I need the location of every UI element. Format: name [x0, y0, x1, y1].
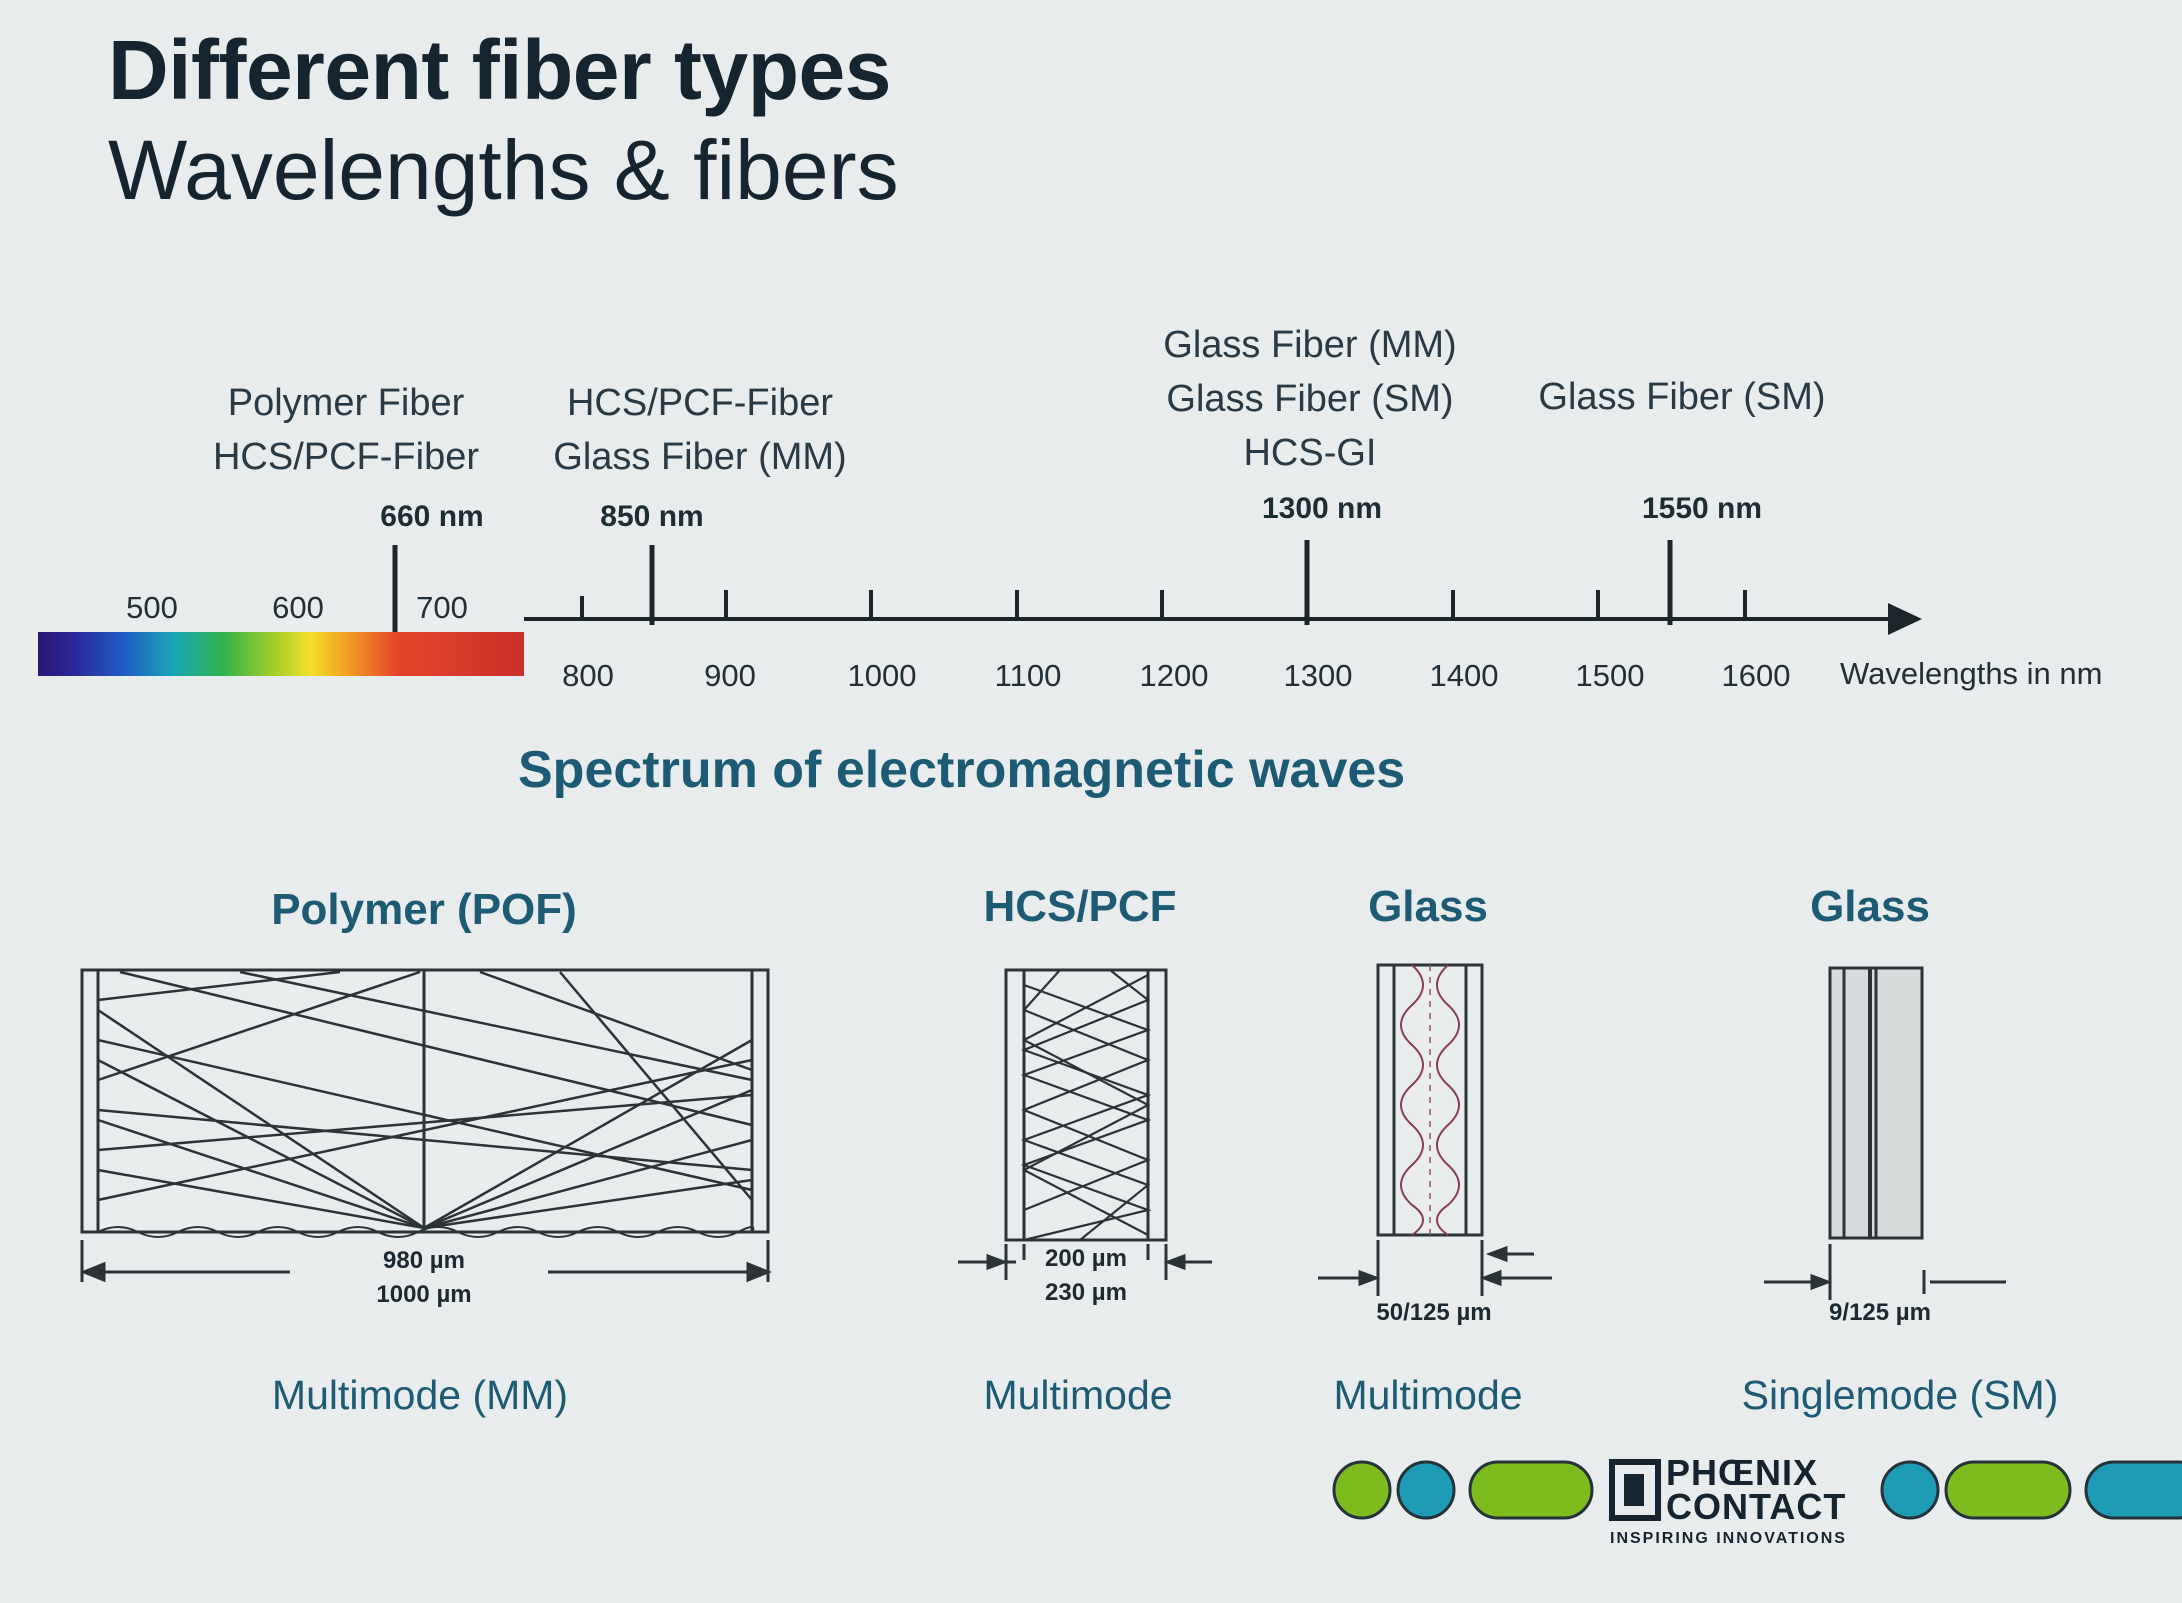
- fiber-label: Glass Fiber (MM): [1163, 324, 1457, 366]
- fiber-label: Polymer Fiber: [227, 382, 465, 424]
- tick-label: 600: [272, 590, 324, 625]
- brand-dot-green: [1332, 1460, 1392, 1520]
- fiber-label: HCS/PCF-Fiber: [566, 382, 834, 424]
- tick-label: 500: [126, 590, 178, 625]
- wavelength-marker-1300: 1300 nm: [1261, 492, 1383, 525]
- dimension-value: 200 µm: [1045, 1245, 1127, 1272]
- fiber-group-1300: Glass Fiber (MM) Glass Fiber (SM) HCS-GI: [1163, 318, 1456, 480]
- logo-tagline: INSPIRING INNOVATIONS: [1610, 1530, 1847, 1547]
- brand-pill-blue: [2084, 1460, 2182, 1520]
- fiber-label: Glass Fiber (MM): [553, 436, 847, 478]
- tick-label: 1500: [1575, 658, 1645, 693]
- spectrum-axis: [38, 540, 1922, 676]
- logo-line: PHŒNIX: [1666, 1452, 1819, 1493]
- dimension-value: 230 µm: [1045, 1279, 1127, 1306]
- glass-multimode-diagram: [1318, 963, 1552, 1296]
- fiber-label: HCS/PCF-Fiber: [212, 436, 480, 478]
- tick-label: 1200: [1139, 658, 1209, 693]
- logo-mark: [1609, 1459, 1661, 1521]
- dimension-value: 50/125 µm: [1376, 1299, 1492, 1326]
- axis-title: Wavelengths in nm: [1840, 656, 2103, 691]
- logo-line: CONTACT: [1666, 1486, 1847, 1527]
- visible-spectrum-bar: [38, 632, 524, 676]
- panel-title-hcs: HCS/PCF: [983, 882, 1177, 931]
- tick-label: 1300: [1283, 658, 1353, 693]
- tick-label: 1600: [1721, 658, 1791, 693]
- dimension-label-glass-mm: 50/125 µm: [1376, 1296, 1491, 1330]
- wavelength-marker-1550: 1550 nm: [1641, 492, 1763, 525]
- brand-dot-blue: [1880, 1460, 1940, 1520]
- company-logo: PHŒNIX CONTACT: [1666, 1452, 1847, 1527]
- wavelength-marker-850: 850 nm: [600, 500, 704, 533]
- wavelength-marker-660: 660 nm: [380, 500, 484, 533]
- fiber-label: Glass Fiber (SM): [1166, 378, 1454, 420]
- polymer-fiber-diagram: [79, 968, 773, 1283]
- tick-label: 900: [704, 658, 756, 693]
- fiber-group-1550: Glass Fiber (SM): [1538, 370, 1825, 424]
- dimension-label-glass-sm: 9/125 µm: [1829, 1296, 1931, 1330]
- hcs-fiber-diagram: [958, 968, 1212, 1280]
- dimension-value: 9/125 µm: [1829, 1299, 1931, 1326]
- panel-title-polymer: Polymer (POF): [271, 885, 577, 934]
- wavelength-marker-ticks: [392, 540, 1673, 632]
- axis-arrow: [1888, 603, 1922, 635]
- mode-label-polymer: Multimode (MM): [271, 1372, 569, 1418]
- glass-singlemode-diagram: [1764, 966, 2006, 1300]
- dimension-label-polymer: 980 µm 1000 µm: [376, 1244, 471, 1312]
- mode-label-hcs: Multimode: [983, 1372, 1173, 1418]
- panel-title-glass-sm: Glass: [1810, 882, 1930, 931]
- dimension-value: 1000 µm: [376, 1281, 472, 1308]
- tick-label: 1100: [994, 658, 1062, 693]
- fiber-label: HCS-GI: [1243, 432, 1377, 474]
- tick-label: 800: [562, 658, 614, 693]
- mode-label-glass-mm: Multimode: [1333, 1372, 1523, 1418]
- dimension-value: 980 µm: [383, 1247, 465, 1274]
- mode-label-glass-sm: Singlemode (SM): [1741, 1372, 2059, 1418]
- brand-pill-green: [1944, 1460, 2072, 1520]
- fiber-group-850: HCS/PCF-Fiber Glass Fiber (MM): [553, 376, 846, 484]
- tick-label: 700: [416, 590, 468, 625]
- spectrum-title: Spectrum of electromagnetic waves: [518, 741, 1406, 799]
- tick-label: 1000: [847, 658, 917, 693]
- tick-label: 1400: [1429, 658, 1499, 693]
- slide-subtitle: Wavelengths & fibers: [108, 123, 899, 217]
- fiber-label: Glass Fiber (SM): [1538, 376, 1826, 418]
- slide-title: Different fiber types: [108, 23, 892, 117]
- panel-title-glass-mm: Glass: [1368, 882, 1488, 931]
- brand-pill-green: [1468, 1460, 1594, 1520]
- axis-ticks: [580, 590, 1747, 619]
- brand-dot-blue: [1396, 1460, 1456, 1520]
- fiber-group-660: Polymer Fiber HCS/PCF-Fiber: [213, 376, 479, 484]
- dimension-label-hcs: 200 µm 230 µm: [1045, 1242, 1127, 1310]
